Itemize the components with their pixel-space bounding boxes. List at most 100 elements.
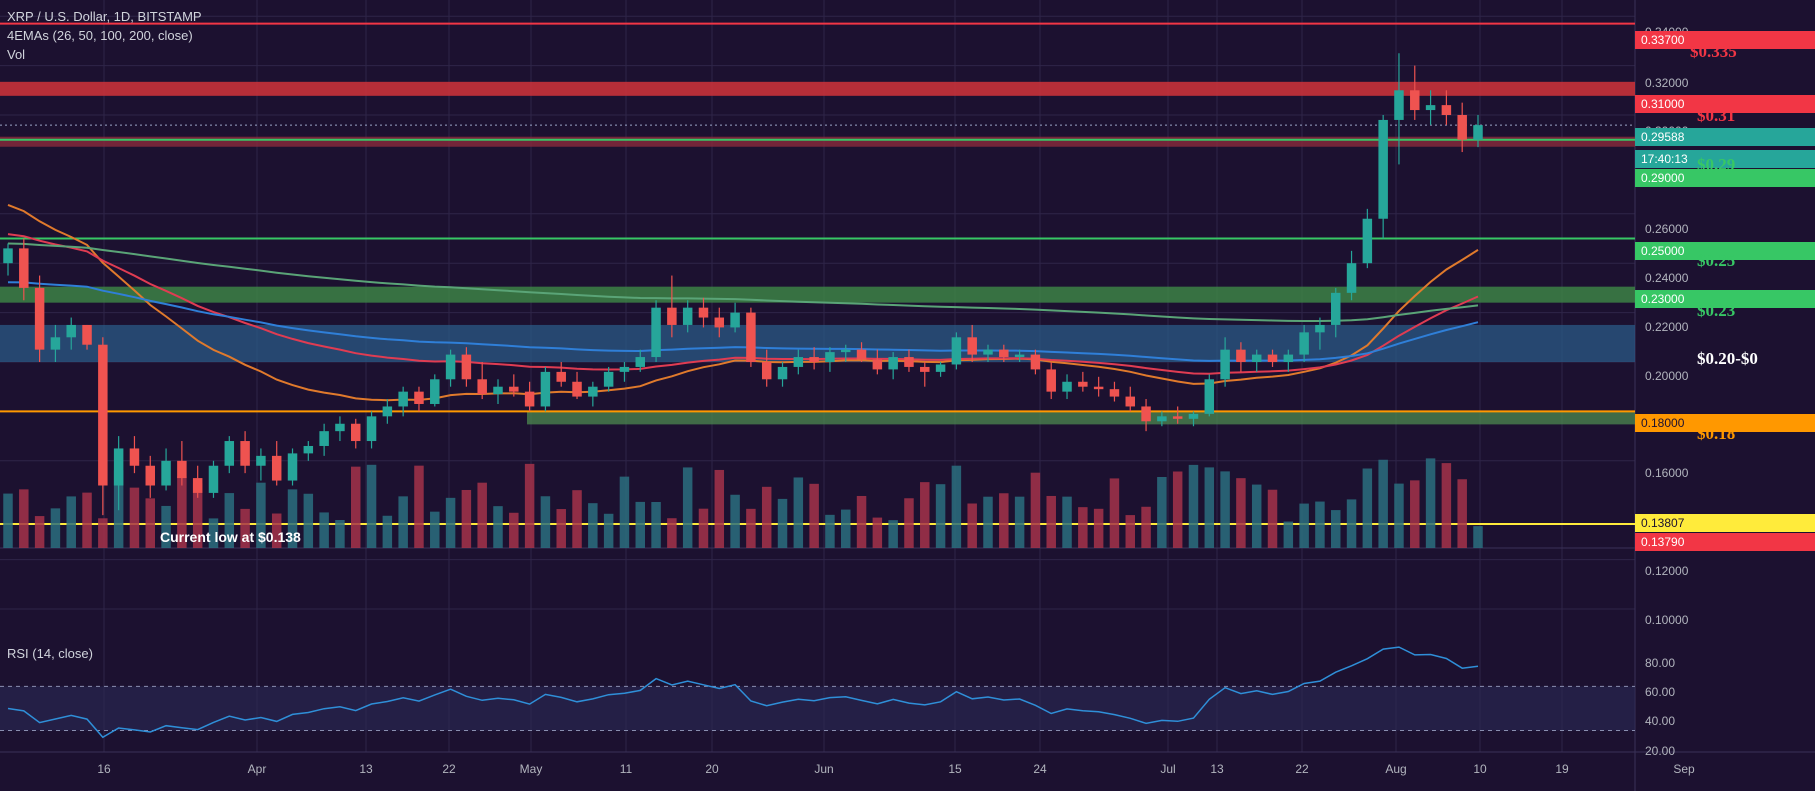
- candle-body: [951, 337, 962, 365]
- volume-bar: [856, 495, 867, 548]
- candle-body: [1141, 406, 1151, 422]
- x-tick: 13: [1210, 762, 1224, 776]
- candle-body: [872, 359, 883, 370]
- candle-body: [967, 337, 977, 355]
- volume-bar: [951, 465, 962, 548]
- zone-018: [527, 411, 1635, 425]
- candle-body: [524, 391, 535, 407]
- candle-body: [1251, 354, 1262, 362]
- price-tag-025: 0.25000: [1635, 242, 1815, 260]
- level-label-029: $0.29: [1697, 155, 1736, 174]
- level-label-018: $0.18: [1697, 424, 1736, 443]
- volume-bar: [603, 513, 614, 548]
- volume-bar: [698, 508, 709, 548]
- candle-body: [572, 381, 582, 397]
- candle-body: [1457, 115, 1467, 140]
- candle-body: [129, 448, 140, 466]
- candle-body: [603, 371, 614, 387]
- candle-body: [1046, 369, 1056, 392]
- candle-body: [588, 386, 598, 397]
- x-tick: Sep: [1673, 762, 1695, 776]
- volume-bar: [872, 517, 883, 548]
- price-tick: 0.10000: [1645, 613, 1689, 627]
- volume-bar: [3, 493, 13, 548]
- volume-bar: [366, 464, 377, 548]
- candle-body: [50, 337, 61, 350]
- ema-50-line: [7, 233, 1479, 375]
- level-label-0335: $0.335: [1690, 42, 1737, 61]
- candle-body: [1394, 90, 1404, 120]
- candle-body: [856, 349, 867, 360]
- volume-bar: [1030, 472, 1041, 548]
- candle-body: [983, 349, 993, 355]
- candle-body: [1014, 354, 1025, 358]
- volume-bar: [493, 506, 503, 548]
- candle-body: [1346, 263, 1357, 293]
- candle-body: [667, 307, 677, 325]
- volume-bar: [825, 514, 835, 548]
- volume-bar: [1204, 467, 1215, 548]
- ema-26-line: [7, 203, 1479, 402]
- candle-body: [1331, 292, 1341, 325]
- candle-body: [1473, 125, 1483, 140]
- indicator-title: 4EMAs (26, 50, 100, 200, close): [7, 28, 193, 43]
- rsi-band: [0, 686, 1635, 731]
- volume-bar: [793, 477, 804, 548]
- volume-bar: [1378, 459, 1388, 548]
- candle-body: [651, 307, 661, 358]
- candle-body: [477, 379, 487, 395]
- volume-bar: [572, 490, 582, 548]
- price-tick: 0.12000: [1645, 564, 1689, 578]
- volume-bar: [746, 508, 756, 548]
- volume-bar: [619, 476, 630, 548]
- volume-bar: [1441, 463, 1452, 548]
- candle-body: [461, 354, 472, 380]
- volume-bar: [1236, 478, 1246, 548]
- volume-bar: [714, 469, 725, 548]
- volume-bar: [920, 482, 930, 548]
- candle-body: [619, 366, 630, 372]
- volume-bar: [430, 511, 440, 548]
- rsi-tick: 60.00: [1645, 685, 1676, 699]
- candle-body: [19, 248, 29, 288]
- candle-body: [445, 354, 456, 380]
- candle-body: [113, 448, 124, 486]
- candle-body: [999, 349, 1009, 358]
- volume-bar: [935, 484, 946, 548]
- candle-body: [635, 357, 645, 367]
- ema-100-line: [7, 281, 1479, 362]
- candle-body: [287, 453, 298, 481]
- candle-body: [430, 379, 440, 404]
- x-tick: 10: [1473, 762, 1487, 776]
- candle-body: [1315, 324, 1325, 333]
- zone-031: [0, 81, 1635, 96]
- zone-020: [0, 324, 1635, 362]
- volume-bar: [651, 501, 661, 548]
- ema-200-line: [7, 242, 1479, 322]
- volume-bar: [319, 512, 329, 548]
- candle-body: [920, 366, 930, 372]
- volume-bar: [445, 497, 456, 548]
- candle-body: [935, 364, 946, 372]
- x-tick: Jun: [814, 762, 834, 776]
- price-tick: 0.26000: [1645, 222, 1689, 236]
- candle-body: [1267, 354, 1278, 362]
- volume-bar: [967, 503, 977, 548]
- volume-bar: [1014, 496, 1025, 548]
- volume-bar: [841, 509, 851, 548]
- volume-bar: [1283, 521, 1294, 548]
- candle-body: [192, 478, 203, 493]
- volume-bar: [1078, 507, 1088, 548]
- volume-bar: [999, 493, 1009, 548]
- candle-body: [888, 357, 898, 370]
- volume-bar: [129, 487, 140, 548]
- candle-body: [730, 312, 740, 328]
- volume-bar: [414, 465, 424, 548]
- volume-bar: [335, 519, 345, 548]
- volume-bar: [34, 516, 45, 548]
- rsi-title: RSI (14, close): [7, 646, 93, 661]
- x-tick: 20: [705, 762, 719, 776]
- candle-body: [240, 441, 250, 466]
